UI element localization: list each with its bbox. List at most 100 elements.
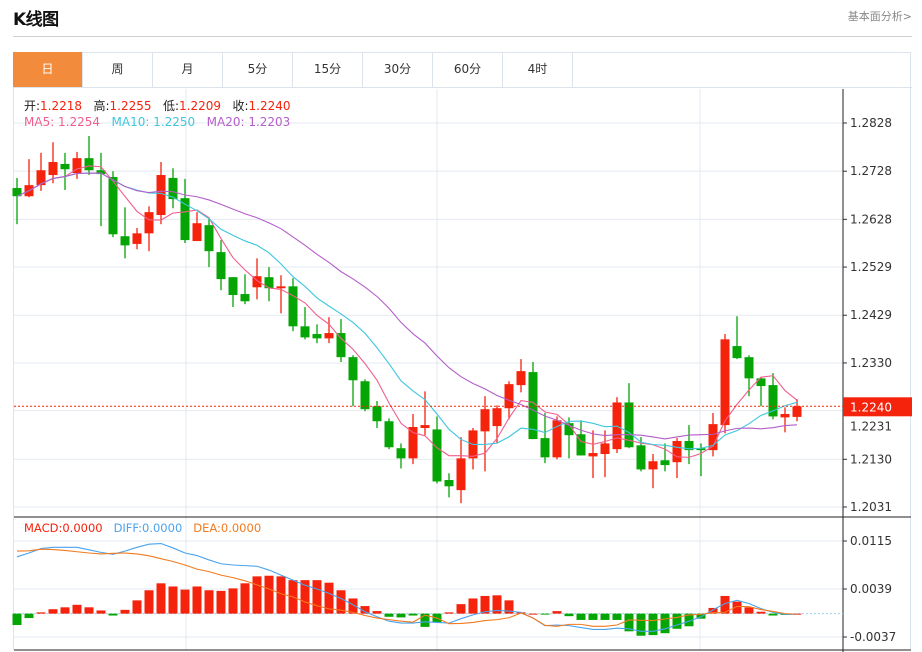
ohlc-legend: 开:1.2218 高:1.2255 低:1.2209 收:1.2240 — [24, 97, 291, 114]
ma10-line — [16, 172, 798, 450]
candle-body — [600, 443, 610, 455]
tab-5min[interactable]: 5分 — [223, 52, 293, 87]
candle — [528, 361, 538, 440]
macd-bar — [312, 580, 322, 614]
candle-body — [636, 445, 646, 470]
macd-bar — [36, 612, 46, 614]
tab-day[interactable]: 日 — [13, 52, 83, 87]
fundamental-analysis-link[interactable]: 基本面分析> — [847, 10, 912, 23]
current-price-badge — [843, 397, 912, 417]
macd-bar — [372, 611, 382, 614]
candle — [648, 454, 658, 489]
candle — [516, 359, 526, 393]
price-tick-label: 1.2828 — [850, 116, 892, 130]
candle — [228, 277, 238, 308]
candle-body — [276, 286, 286, 289]
candle — [168, 168, 178, 209]
candle-body — [312, 334, 322, 339]
candle-body — [732, 346, 742, 359]
macd-bar — [264, 575, 274, 614]
macd-bar — [360, 606, 370, 614]
candle-body — [504, 384, 514, 409]
tab-15min[interactable]: 15分 — [293, 52, 363, 87]
candle-body — [480, 409, 490, 432]
macd-bar — [732, 601, 742, 614]
candle-body — [372, 406, 382, 422]
diff-line — [16, 542, 797, 632]
candle-body — [456, 458, 466, 491]
macd-bar — [48, 609, 58, 614]
macd-bar — [96, 610, 106, 614]
candle — [336, 319, 346, 362]
macd-tick-label: -0.0037 — [850, 630, 896, 644]
candle-body — [300, 326, 310, 338]
diff-value: DIFF:0.0000 — [113, 521, 183, 535]
dea-value: DEA:0.0000 — [193, 521, 262, 535]
macd-bar — [540, 613, 550, 615]
candle-body — [348, 357, 358, 381]
tab-month[interactable]: 月 — [153, 52, 223, 87]
candle-body — [420, 425, 430, 428]
macd-bar — [684, 613, 694, 627]
ma-legend: MA5: 1.2254 MA10: 1.2250 MA20: 1.2203 — [24, 115, 290, 129]
candle — [600, 430, 610, 478]
candle — [120, 207, 130, 259]
macd-bar — [180, 589, 190, 614]
macd-bar — [720, 595, 730, 614]
candle — [684, 425, 694, 465]
macd-bar — [648, 613, 658, 636]
candle — [240, 274, 250, 305]
candle — [732, 316, 742, 360]
tab-week[interactable]: 周 — [83, 52, 153, 87]
candle — [96, 152, 106, 227]
macd-bar — [24, 613, 34, 619]
candle — [576, 420, 586, 456]
candle-body — [660, 460, 670, 466]
chart-frame — [13, 52, 911, 650]
tab-60min[interactable]: 60分 — [433, 52, 503, 87]
candle-body — [444, 480, 454, 487]
macd-bar — [552, 611, 562, 614]
candle-body — [528, 372, 538, 440]
macd-bar — [120, 609, 130, 614]
candle — [720, 334, 730, 434]
macd-bar — [84, 607, 94, 614]
macd-bar — [156, 583, 166, 614]
macd-bar — [228, 588, 238, 614]
candle — [408, 414, 418, 465]
macd-bar — [576, 613, 586, 620]
low-label: 低: — [163, 99, 180, 113]
candle-body — [588, 453, 598, 457]
candle-body — [36, 170, 46, 186]
candle — [72, 151, 82, 179]
candle-body — [384, 421, 394, 448]
candle — [432, 416, 442, 484]
macd-bar — [756, 611, 766, 614]
candle — [288, 278, 298, 332]
macd-tick-label: 0.0039 — [850, 582, 892, 596]
candle-body — [672, 440, 682, 463]
candle — [672, 438, 682, 479]
ma10-legend: MA10: 1.2250 — [111, 115, 196, 129]
candle — [480, 396, 490, 472]
candle — [48, 142, 58, 184]
open-label: 开: — [24, 99, 41, 113]
macd-bar — [60, 607, 70, 614]
price-tick-label: 1.2429 — [850, 308, 892, 322]
macd-bar — [636, 613, 646, 636]
candle — [552, 416, 562, 460]
candle — [420, 391, 430, 436]
macd-legend: MACD:0.0000 DIFF:0.0000 DEA:0.0000 — [24, 521, 261, 535]
close-label: 收: — [232, 99, 249, 113]
tab-4hour[interactable]: 4时 — [503, 52, 573, 87]
macd-bar — [324, 582, 334, 614]
ma5-legend: MA5: 1.2254 — [24, 115, 101, 129]
candle-body — [516, 371, 526, 386]
macd-bar — [564, 613, 574, 617]
macd-bar — [132, 600, 142, 614]
tab-30min[interactable]: 30分 — [363, 52, 433, 87]
candle-body — [696, 448, 706, 451]
macd-bar — [480, 595, 490, 614]
candle-body — [648, 461, 658, 470]
